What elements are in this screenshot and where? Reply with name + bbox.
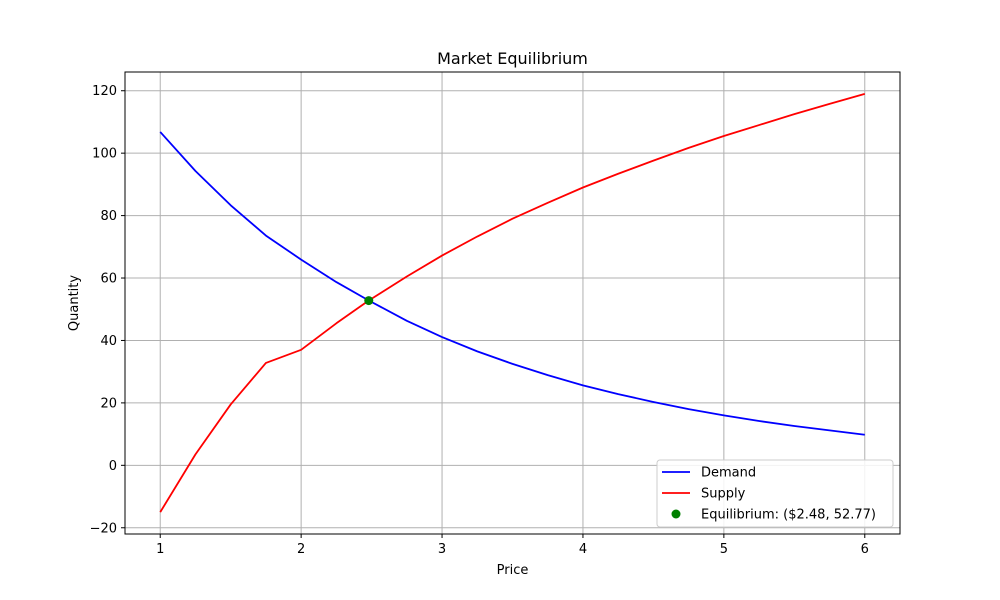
series-layer [159, 92, 866, 513]
x-tick-label: 1 [156, 542, 164, 557]
x-tick-label: 4 [579, 542, 587, 557]
chart-title: Market Equilibrium [437, 49, 588, 68]
legend-label-equilibrium: Equilibrium: ($2.48, 52.77) [701, 508, 876, 523]
y-tick-label: 100 [92, 147, 117, 162]
legend-label-supply: Supply [701, 487, 746, 502]
legend-label-demand: Demand [701, 466, 756, 481]
y-tick-label: 0 [109, 459, 117, 474]
y-tick-label: −20 [90, 521, 117, 536]
x-tick-label: 3 [438, 542, 446, 557]
y-tick-label: 60 [100, 272, 117, 287]
y-tick-label: 120 [92, 84, 117, 99]
series-line-demand [159, 131, 865, 436]
points-layer [364, 296, 374, 306]
x-tick-label: 2 [297, 542, 305, 557]
y-tick-label: 80 [100, 209, 117, 224]
equilibrium-point [364, 296, 374, 306]
x-axis-label: Price [497, 563, 529, 578]
x-tick-label: 6 [861, 542, 869, 557]
legend-box [656, 459, 894, 528]
ticks: 1 2 3 4 5 6 −20 0 20 40 60 80 100 120 [90, 84, 869, 557]
x-tick-label: 5 [720, 542, 728, 557]
legend: Demand Supply Equilibrium: ($2.48, 52.77) [656, 459, 894, 528]
y-tick-label: 40 [100, 334, 117, 349]
series-line-supply [159, 92, 866, 513]
grid [125, 72, 900, 534]
axes-frame [124, 71, 901, 535]
y-tick-label: 20 [100, 396, 117, 411]
y-axis-label: Quantity [67, 275, 82, 331]
legend-swatch-equilibrium [671, 509, 681, 519]
